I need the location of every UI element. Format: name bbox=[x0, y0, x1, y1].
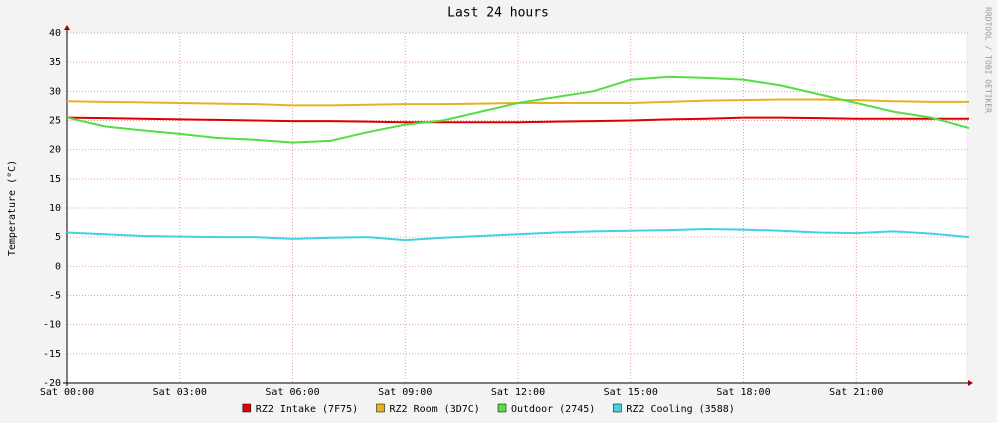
series-line bbox=[66, 116, 969, 124]
x-tick-label: Sat 00:00 bbox=[40, 387, 94, 398]
x-tick-label: Sat 03:00 bbox=[153, 387, 207, 398]
y-tick-label: 35 bbox=[49, 57, 61, 68]
y-axis-label: Temperature (°C) bbox=[7, 160, 18, 256]
legend-swatch bbox=[376, 403, 385, 413]
legend-swatch bbox=[242, 403, 252, 413]
x-tick-label: Sat 21:00 bbox=[829, 387, 883, 398]
chart-title: Last 24 hours bbox=[447, 6, 549, 21]
watermark: RRDTOOL / TOBI OETIKER bbox=[984, 7, 993, 113]
x-tick-label: Sat 15:00 bbox=[604, 387, 658, 398]
y-tick-label: 25 bbox=[49, 116, 61, 127]
y-tick-label: 5 bbox=[55, 232, 61, 243]
series-line bbox=[66, 75, 970, 144]
y-tick-label: 30 bbox=[49, 86, 61, 97]
x-tick-label: Sat 06:00 bbox=[265, 387, 319, 398]
legend-label: RZ2 Intake (7F75) bbox=[256, 404, 358, 415]
y-tick-label: 20 bbox=[49, 145, 61, 156]
y-axis-arrow bbox=[64, 25, 70, 30]
y-tick-label: -15 bbox=[43, 349, 61, 360]
legend-swatch bbox=[497, 403, 507, 413]
legend-label: Outdoor (2745) bbox=[511, 404, 595, 415]
legend-label: RZ2 Cooling (3588) bbox=[626, 404, 734, 415]
y-tick-label: -10 bbox=[43, 320, 61, 331]
x-tick-label: Sat 09:00 bbox=[378, 387, 432, 398]
y-tick-label: -20 bbox=[43, 378, 61, 389]
plot-area bbox=[67, 33, 966, 383]
y-tick-label: 10 bbox=[49, 203, 61, 214]
x-tick-label: Sat 18:00 bbox=[716, 387, 770, 398]
legend-swatch bbox=[613, 403, 622, 413]
y-tick-label: 15 bbox=[49, 174, 61, 185]
y-tick-label: 0 bbox=[55, 261, 61, 272]
x-tick-label: Sat 12:00 bbox=[491, 387, 545, 398]
y-tick-label: -5 bbox=[49, 291, 61, 302]
legend-label: RZ2 Room (3D7C) bbox=[390, 404, 480, 415]
y-tick-label: 40 bbox=[49, 28, 61, 39]
x-axis-arrow bbox=[968, 380, 973, 386]
series-line bbox=[66, 227, 970, 242]
